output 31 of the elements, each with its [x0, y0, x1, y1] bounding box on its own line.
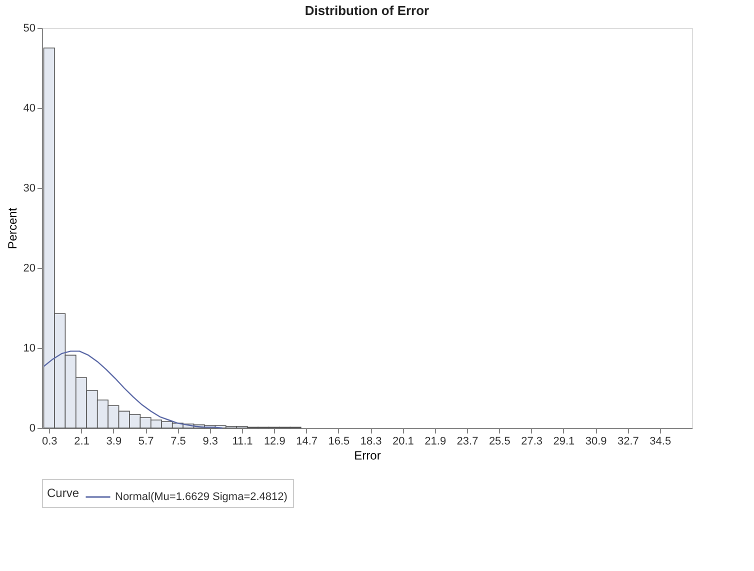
y-tick-label: 10	[23, 342, 36, 354]
x-tick-label: 29.1	[553, 436, 575, 448]
x-tick-label: 25.5	[488, 436, 510, 448]
chart-title: Distribution of Error	[304, 3, 430, 18]
x-tick-label: 9.3	[202, 436, 218, 448]
y-tick-label: 50	[23, 22, 36, 34]
x-tick-label: 23.7	[456, 436, 478, 448]
y-tick-label: 40	[23, 102, 36, 114]
x-tick-label: 30.9	[585, 436, 607, 448]
x-tick-label: 34.5	[650, 436, 672, 448]
x-tick-label: 0.3	[42, 436, 58, 448]
x-tick-label: 2.1	[74, 436, 90, 448]
legend-label: Normal(Mu=1.6629 Sigma=2.4812)	[115, 491, 288, 503]
x-tick-label: 20.1	[392, 436, 414, 448]
x-tick-label: 3.9	[106, 436, 122, 448]
x-tick-label: 14.7	[296, 436, 318, 448]
x-tick-label: 18.3	[360, 436, 382, 448]
x-tick-label: 21.9	[424, 436, 446, 448]
y-axis-title: Percent	[5, 207, 20, 250]
y-tick-label: 0	[29, 422, 36, 434]
x-tick-label: 11.1	[232, 436, 253, 448]
x-tick-label: 16.5	[328, 436, 350, 448]
x-tick-label: 12.9	[264, 436, 286, 448]
x-axis-title: Error	[354, 448, 381, 462]
x-tick-label: 32.7	[618, 436, 639, 448]
x-tick-label: 7.5	[170, 436, 186, 448]
y-tick-label: 20	[23, 262, 36, 274]
y-tick-label: 30	[23, 182, 36, 194]
x-tick-label: 5.7	[138, 436, 154, 448]
legend-title: Curve	[47, 486, 80, 500]
x-tick-label: 27.3	[521, 436, 542, 448]
